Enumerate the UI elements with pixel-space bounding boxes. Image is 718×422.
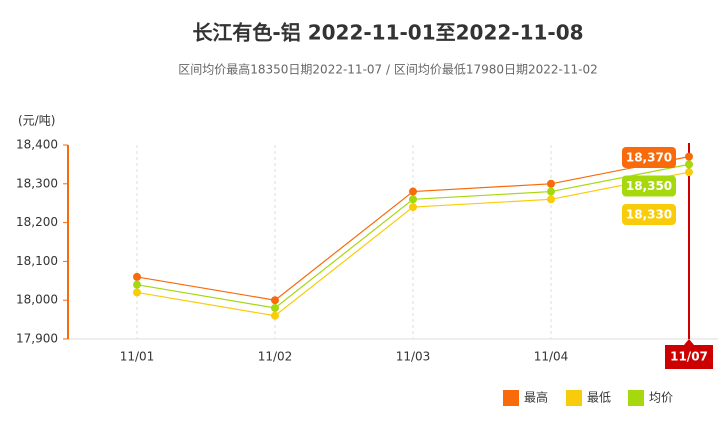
- value-label-box: [622, 147, 676, 168]
- y-tick-label: 18,200: [16, 215, 58, 229]
- chart-subtitle: 区间均价最高18350日期2022-11-07 / 区间均价最低17980日期2…: [178, 62, 598, 77]
- legend-label: 均价: [649, 391, 673, 405]
- data-point: [133, 288, 141, 297]
- data-point: [685, 160, 693, 169]
- value-label: 18,330: [626, 208, 672, 222]
- data-point: [133, 280, 141, 289]
- x-tick-label: 11/02: [258, 350, 293, 364]
- legend-label: 最高: [524, 390, 548, 405]
- y-tick-label: 18,000: [16, 293, 58, 307]
- chart-title: 长江有色-铝 2022-11-01至2022-11-08: [192, 21, 583, 45]
- data-point: [409, 195, 417, 204]
- x-tick-label: 11/04: [534, 350, 569, 364]
- data-point: [409, 203, 417, 212]
- x-tick-label: 11/01: [120, 350, 155, 364]
- legend-label: 最低: [587, 391, 611, 405]
- data-point: [133, 272, 141, 281]
- x-tick-pointer: [684, 339, 694, 345]
- legend-swatch: [628, 390, 644, 406]
- value-label-box: [622, 204, 676, 225]
- y-tick-label: 17,900: [16, 332, 58, 346]
- data-point: [271, 303, 279, 312]
- legend-swatch: [503, 390, 519, 406]
- data-point: [409, 187, 417, 196]
- y-tick-label: 18,400: [16, 138, 58, 152]
- data-point: [547, 187, 555, 196]
- y-tick-label: 18,100: [16, 254, 58, 268]
- data-point: [547, 195, 555, 204]
- value-label: 18,370: [626, 151, 672, 165]
- data-point: [271, 296, 279, 305]
- data-point: [547, 179, 555, 188]
- legend-swatch: [566, 390, 582, 406]
- data-point: [271, 311, 279, 320]
- x-tick-highlight: [665, 345, 713, 369]
- data-point: [685, 168, 693, 177]
- y-axis-label: (元/吨): [18, 114, 55, 128]
- value-label-box: [622, 175, 676, 197]
- y-tick-label: 18,300: [16, 176, 58, 190]
- x-tick-label: 11/07: [670, 350, 708, 364]
- data-point: [685, 152, 693, 161]
- value-label: 18,350: [626, 179, 672, 193]
- x-tick-label: 11/03: [396, 350, 431, 364]
